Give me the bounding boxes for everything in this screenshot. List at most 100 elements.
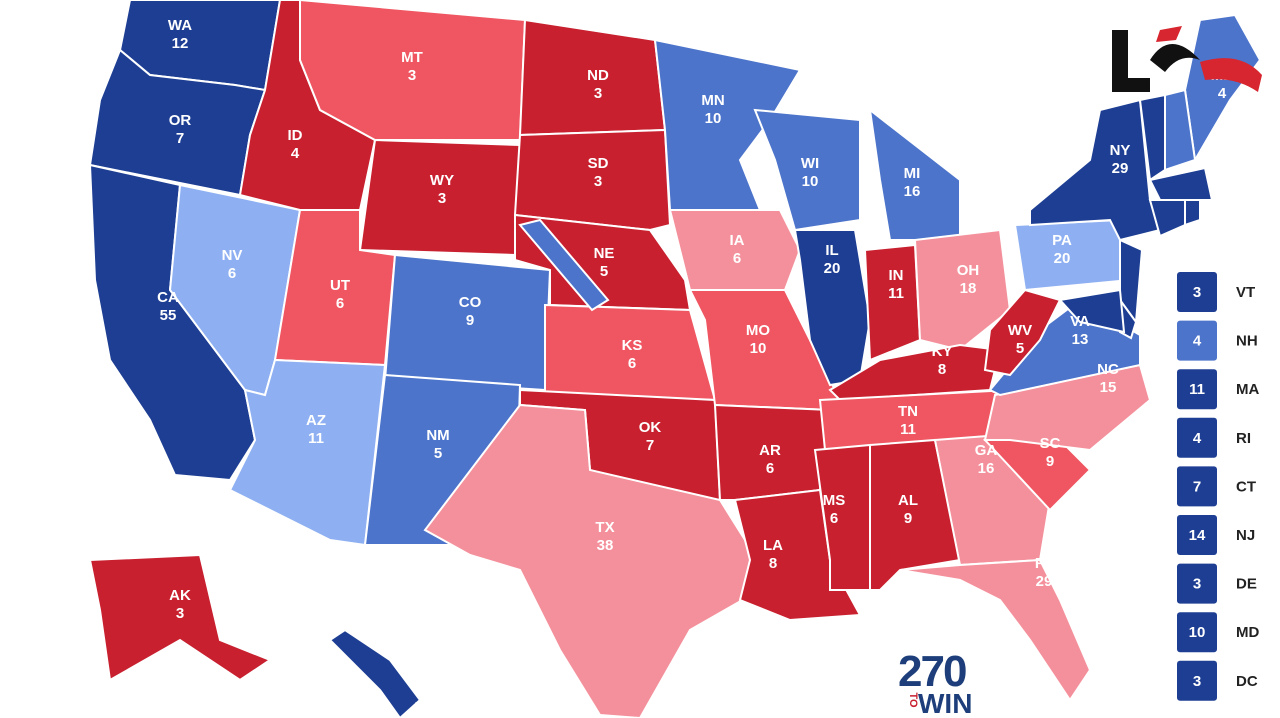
- state-shape: [653, 38, 802, 211]
- state-abbr: IL: [825, 242, 838, 259]
- state-abbr: OR: [169, 112, 192, 129]
- state-votes: 16: [904, 183, 921, 200]
- legend-abbr: DE: [1236, 576, 1257, 593]
- state-abbr: WI: [801, 155, 819, 172]
- legend-votes: 7: [1193, 478, 1201, 495]
- state-abbr: KY: [932, 343, 953, 360]
- state-votes: 9: [904, 510, 912, 527]
- state-abbr: TX: [595, 519, 614, 536]
- state-votes: 8: [938, 361, 946, 378]
- legend-box: [1177, 272, 1217, 312]
- state-votes: 10: [750, 340, 767, 357]
- state-abbr: MT: [401, 49, 423, 66]
- legend-box: [1177, 320, 1217, 361]
- state-votes: 3: [594, 85, 602, 102]
- state-votes: 11: [900, 421, 916, 438]
- legend-votes: 4: [1193, 333, 1202, 350]
- state-votes: 18: [960, 280, 977, 297]
- ma-shape: [1148, 166, 1214, 201]
- state-abbr: TN: [898, 403, 918, 420]
- state-abbr: SC: [1040, 435, 1061, 452]
- legend-votes: 3: [1193, 576, 1201, 593]
- state-votes: 8: [769, 555, 777, 572]
- legend-abbr: NH: [1236, 333, 1258, 350]
- legend-box: [1177, 612, 1217, 653]
- state-votes: 4: [291, 145, 300, 162]
- legend-box: [1177, 466, 1217, 507]
- state-abbr: WV: [1008, 322, 1032, 339]
- legend-votes: 11: [1189, 381, 1205, 398]
- ne-district-shape: [518, 218, 610, 312]
- state-votes: 7: [646, 437, 654, 454]
- logo-part: [1112, 30, 1150, 92]
- state-shape: [863, 243, 922, 362]
- legend-abbr: MA: [1236, 381, 1259, 398]
- state-abbr: NY: [1110, 142, 1131, 159]
- state-abbr: WY: [430, 172, 454, 189]
- state-votes: 55: [160, 307, 177, 324]
- northeast-shapes: [518, 88, 1214, 340]
- logo-number: 270: [898, 647, 966, 696]
- legend-box: [1177, 369, 1217, 410]
- legend-box: [1177, 417, 1217, 458]
- state-votes: 16: [978, 460, 995, 477]
- state-abbr: ND: [587, 67, 609, 84]
- legend-box: [1177, 563, 1217, 604]
- state-votes: 6: [628, 355, 636, 372]
- state-abbr: OH: [957, 262, 980, 279]
- state-abbr: MN: [701, 92, 724, 109]
- state-votes: 6: [336, 295, 344, 312]
- state-votes: 6: [830, 510, 838, 527]
- state-votes: 11: [888, 285, 904, 302]
- state-votes: 3: [408, 67, 416, 84]
- state-abbr: NV: [222, 247, 243, 264]
- ri-shape: [1184, 199, 1201, 227]
- state-votes: 5: [434, 445, 442, 462]
- state-votes: 11: [308, 430, 324, 447]
- state-votes: 10: [802, 173, 819, 190]
- state-votes: 29: [1036, 573, 1053, 590]
- state-abbr: CO: [459, 294, 482, 311]
- state-votes: 4: [1218, 85, 1227, 102]
- small-state-legend: 3 VT 4 NH 11 MA 4 RI 7 CT 14 NJ 3 DE 10 MD 3 DC: [1177, 272, 1259, 701]
- watermark-logo: [1112, 26, 1262, 92]
- legend-abbr: RI: [1236, 430, 1251, 447]
- state-votes: 9: [466, 312, 474, 329]
- legend-box: [1177, 660, 1217, 701]
- state-abbr: MS: [823, 492, 846, 509]
- state-votes: 7: [176, 130, 184, 147]
- state-abbr: UT: [330, 277, 350, 294]
- state-shape: [513, 128, 672, 232]
- legend-abbr: MD: [1236, 624, 1259, 641]
- state-votes: 10: [705, 110, 722, 127]
- legend-abbr: NJ: [1236, 527, 1255, 544]
- state-votes: 5: [600, 263, 608, 280]
- state-abbr: AK: [169, 587, 191, 604]
- state-abbr: LA: [763, 537, 783, 554]
- state-abbr: IA: [730, 232, 745, 249]
- legend-votes: 3: [1193, 284, 1201, 301]
- state-abbr: VA: [1070, 313, 1090, 330]
- state-abbr: MI: [904, 165, 921, 182]
- state-abbr: HI: [415, 699, 430, 716]
- state-abbr: WA: [168, 17, 192, 34]
- state-votes: 38: [597, 537, 614, 554]
- legend-box: [1177, 515, 1217, 555]
- legend-abbr: VT: [1236, 284, 1255, 301]
- state-votes: 3: [176, 605, 184, 622]
- state-shape: [668, 209, 802, 291]
- state-votes: 6: [228, 265, 236, 282]
- state-votes: 6: [733, 250, 741, 267]
- state-shape: [423, 403, 762, 718]
- state-abbr: PA: [1052, 232, 1072, 249]
- state-votes: 12: [172, 35, 189, 52]
- state-shape: [813, 443, 871, 591]
- state-abbr: SD: [588, 155, 609, 172]
- legend-votes: 4: [1193, 430, 1202, 447]
- state-abbr: GA: [975, 442, 998, 459]
- legend-votes: 3: [1193, 673, 1201, 690]
- logo-part: [1156, 26, 1182, 42]
- state-votes: 15: [1100, 379, 1117, 396]
- nh-shape: [1164, 88, 1197, 172]
